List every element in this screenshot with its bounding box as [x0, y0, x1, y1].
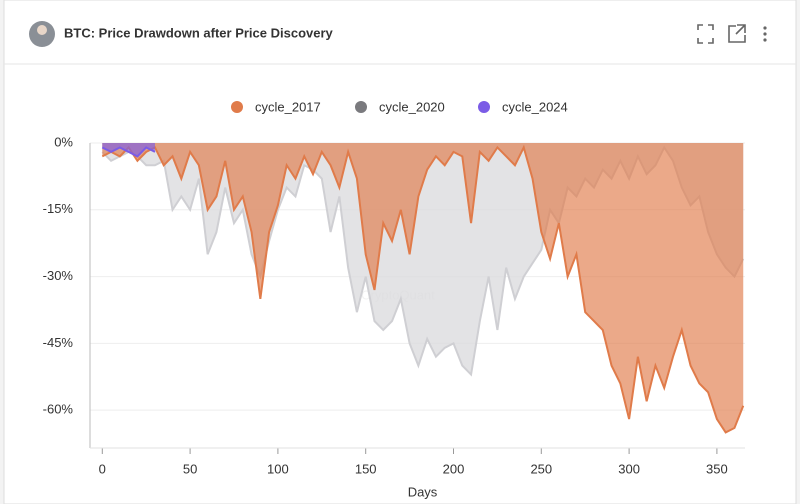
- line: [101, 146, 156, 158]
- menu-dot: [763, 32, 767, 36]
- plot: 0% -15% -30% -45% -60% 0 50 100 150 200 250 300 350 D…: [43, 99, 745, 499]
- x-tick-label: 300: [618, 461, 640, 476]
- legend-label[interactable]: cycle_2020: [379, 99, 445, 114]
- legend-marker: [231, 101, 243, 113]
- x-tick-label: 50: [183, 461, 197, 476]
- fullscreen-icon[interactable]: [697, 24, 714, 44]
- area: [102, 143, 155, 157]
- menu-icon[interactable]: [763, 26, 767, 42]
- y-tick-label: -60%: [43, 402, 74, 417]
- x-tick-label: 250: [530, 461, 552, 476]
- legend-marker: [355, 101, 367, 113]
- y-tick-label: -30%: [43, 268, 74, 283]
- line: [101, 144, 745, 434]
- legend-label[interactable]: cycle_2017: [255, 99, 321, 114]
- avatar-face: [37, 25, 47, 35]
- y-tick-label: -45%: [43, 335, 74, 350]
- x-tick-label: 150: [355, 461, 377, 476]
- menu-dot: [763, 38, 767, 42]
- x-tick-label: 350: [706, 461, 728, 476]
- legend-label[interactable]: cycle_2024: [502, 99, 568, 114]
- area: [102, 143, 744, 433]
- chart-title: BTC: Price Drawdown after Price Discover…: [64, 25, 334, 40]
- x-tick-label: 100: [267, 461, 289, 476]
- x-tick-label: 200: [443, 461, 465, 476]
- menu-dot: [763, 26, 767, 30]
- y-tick-label: -15%: [43, 201, 74, 216]
- y-tick-label: 0%: [54, 134, 73, 149]
- x-axis-label: Days: [408, 484, 438, 499]
- header-icons: [697, 24, 746, 44]
- x-tick-label: 0: [99, 461, 106, 476]
- open-icon[interactable]: [728, 24, 746, 43]
- legend-marker: [478, 101, 490, 113]
